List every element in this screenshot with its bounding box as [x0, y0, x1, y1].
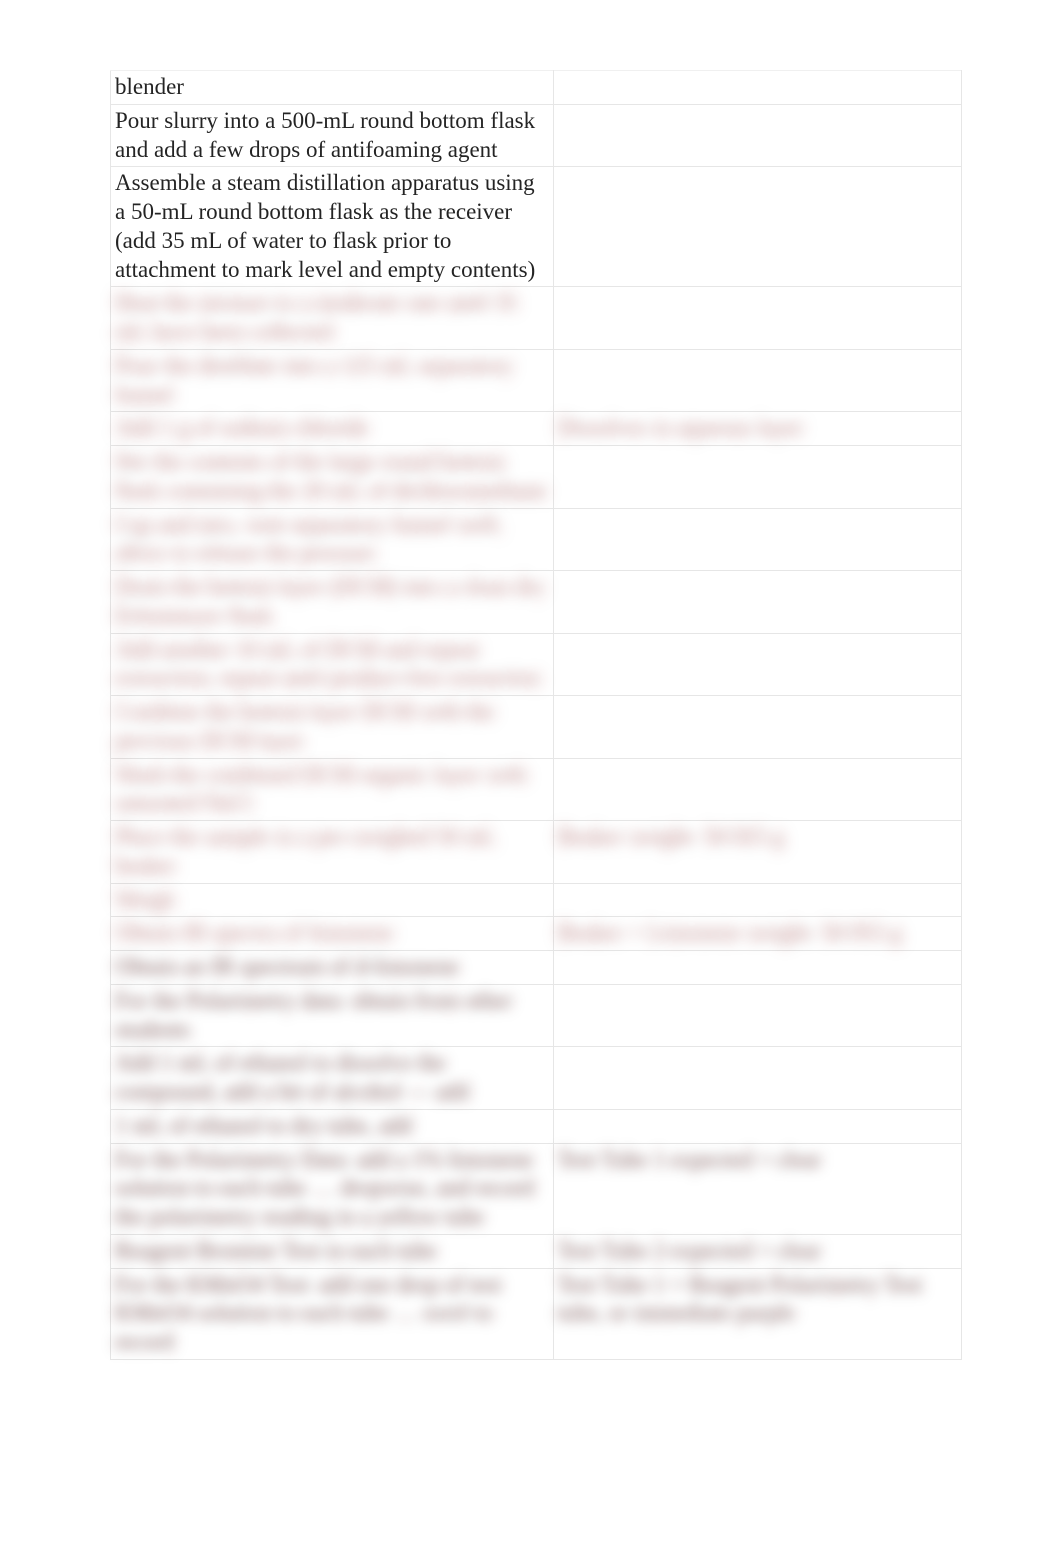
- step-cell: Cap and mix; vent separatory funnel well…: [111, 508, 554, 571]
- table-row: Weigh: [111, 883, 962, 917]
- table-row: For the Polarimetry Data: add a 1% limon…: [111, 1143, 962, 1234]
- note-cell: [553, 349, 961, 412]
- note-cell: [553, 571, 961, 634]
- step-cell: blender: [111, 71, 554, 105]
- step-cell: Reagent Bromine Test in each tube: [111, 1234, 554, 1268]
- table-row: Combine the bottom layer DCM with the pr…: [111, 696, 962, 759]
- table-row: Pour slurry into a 500-mL round bottom f…: [111, 104, 962, 167]
- table-row: Obtain IR spectra of limoneneBeaker + Li…: [111, 917, 962, 951]
- note-cell: [553, 633, 961, 696]
- table-row: Add 1 g of sodium chlorideDissolves in a…: [111, 412, 962, 446]
- table-row: Drain the bottom layer (DCM) into a clea…: [111, 571, 962, 634]
- table-row: Heat the mixture to a moderate rate unti…: [111, 287, 962, 350]
- step-cell: Add 1 g of sodium chloride: [111, 412, 554, 446]
- note-cell: Dissolves in aqueous layer: [553, 412, 961, 446]
- document-page: blenderPour slurry into a 500-mL round b…: [0, 0, 1062, 1556]
- table-row: Pour the distillate into a 125 mL separa…: [111, 349, 962, 412]
- table-row: Reagent Bromine Test in each tubeTest Tu…: [111, 1234, 962, 1268]
- note-cell: [553, 696, 961, 759]
- table-row: Obtain an IR spectrum of d-limonene: [111, 951, 962, 985]
- step-cell: Heat the mixture to a moderate rate unti…: [111, 287, 554, 350]
- step-cell: Obtain an IR spectrum of d-limonene: [111, 951, 554, 985]
- table-row: Assemble a steam distillation apparatus …: [111, 167, 962, 287]
- note-cell: [553, 104, 961, 167]
- table-row: Stir the contents of the large round bot…: [111, 446, 962, 509]
- note-cell: [553, 446, 961, 509]
- table-row: blender: [111, 71, 962, 105]
- table-row: Wash the combined DCM organic layer with…: [111, 758, 962, 821]
- step-cell: Stir the contents of the large round bot…: [111, 446, 554, 509]
- table-row: For the Polarimetry data: obtain from ot…: [111, 984, 962, 1047]
- table-row: Cap and mix; vent separatory funnel well…: [111, 508, 962, 571]
- table-row: Add 1 mL of ethanol to dissolve the comp…: [111, 1047, 962, 1110]
- note-cell: Beaker weight: 50.925 g: [553, 821, 961, 884]
- step-cell: Pour the distillate into a 125 mL separa…: [111, 349, 554, 412]
- step-cell: For the KMnO4 Test: add one drop of test…: [111, 1268, 554, 1359]
- note-cell: [553, 1109, 961, 1143]
- note-cell: [553, 1047, 961, 1110]
- note-cell: [553, 287, 961, 350]
- note-cell: [553, 951, 961, 985]
- step-cell: For the Polarimetry Data: add a 1% limon…: [111, 1143, 554, 1234]
- step-cell: Add another 10 mL of DCM and repeat extr…: [111, 633, 554, 696]
- note-cell: [553, 71, 961, 105]
- step-cell: Assemble a steam distillation apparatus …: [111, 167, 554, 287]
- note-cell: Test Tube 2 expected = clear: [553, 1234, 961, 1268]
- note-cell: [553, 984, 961, 1047]
- step-cell: Place the sample in a pre-weighed 50 mL …: [111, 821, 554, 884]
- note-cell: [553, 508, 961, 571]
- step-cell: Obtain IR spectra of limonene: [111, 917, 554, 951]
- step-cell: Combine the bottom layer DCM with the pr…: [111, 696, 554, 759]
- table-row: For the KMnO4 Test: add one drop of test…: [111, 1268, 962, 1359]
- step-cell: Wash the combined DCM organic layer with…: [111, 758, 554, 821]
- step-cell: Pour slurry into a 500-mL round bottom f…: [111, 104, 554, 167]
- step-cell: Drain the bottom layer (DCM) into a clea…: [111, 571, 554, 634]
- table-row: 1 mL of ethanol to dry tube, add: [111, 1109, 962, 1143]
- table-row: Place the sample in a pre-weighed 50 mL …: [111, 821, 962, 884]
- note-cell: Test Tube 1 = Reagent Polarimetry Test t…: [553, 1268, 961, 1359]
- table-row: Add another 10 mL of DCM and repeat extr…: [111, 633, 962, 696]
- step-cell: Add 1 mL of ethanol to dissolve the comp…: [111, 1047, 554, 1110]
- note-cell: [553, 883, 961, 917]
- procedure-table: blenderPour slurry into a 500-mL round b…: [110, 70, 962, 1360]
- note-cell: Test Tube 1 expected = clear: [553, 1143, 961, 1234]
- step-cell: Weigh: [111, 883, 554, 917]
- note-cell: [553, 167, 961, 287]
- step-cell: 1 mL of ethanol to dry tube, add: [111, 1109, 554, 1143]
- note-cell: [553, 758, 961, 821]
- note-cell: Beaker + Limonene weight: 50.955 g: [553, 917, 961, 951]
- step-cell: For the Polarimetry data: obtain from ot…: [111, 984, 554, 1047]
